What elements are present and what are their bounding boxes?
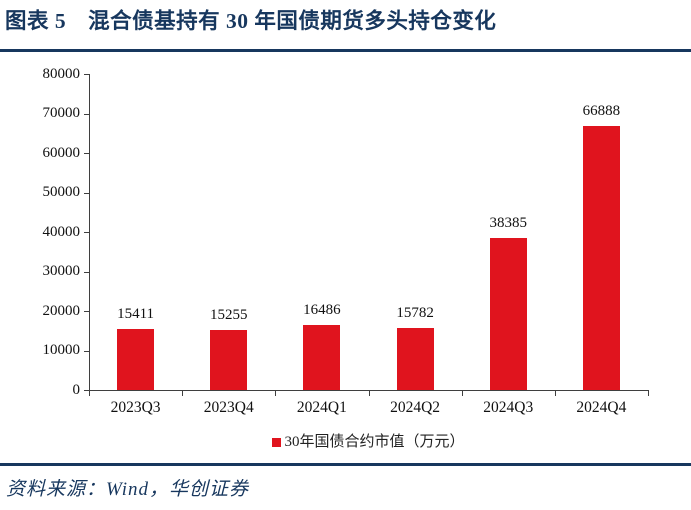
bar-value-label: 15782	[396, 304, 434, 321]
chart-legend: 30年国债合约市值（万元）	[89, 433, 648, 451]
x-axis-category-label: 2024Q2	[390, 399, 441, 416]
bar-chart: 30年国债合约市值（万元） 0 10000 20000 30000 40000 50000…	[0, 56, 691, 456]
bar-2024Q3	[489, 238, 527, 390]
bar-value-label: 15411	[117, 306, 155, 323]
bar-2023Q4	[210, 329, 248, 390]
x-axis-tick-mark	[648, 391, 649, 396]
x-axis-tick-mark	[554, 391, 556, 396]
bar-value-label: 15255	[210, 306, 248, 323]
y-axis-tick-mark	[84, 232, 89, 233]
footer-rule	[0, 463, 691, 466]
y-axis-tick-label: 40000	[42, 223, 81, 240]
x-axis-tick-mark	[182, 391, 184, 396]
legend-marker-square	[272, 437, 282, 447]
y-axis-tick-mark	[84, 192, 89, 194]
y-axis-tick-mark	[84, 113, 89, 115]
x-axis-category-label: 2024Q3	[483, 399, 534, 416]
bar-2024Q2	[396, 327, 434, 390]
y-axis-tick-label: 10000	[42, 342, 81, 358]
y-axis-tick-mark	[84, 390, 89, 391]
x-axis-tick-mark	[275, 391, 277, 396]
x-axis-category-label: 2023Q4	[203, 399, 254, 416]
legend-label: 30年国债合约市值（万元）	[284, 434, 465, 450]
y-axis-tick-label: 80000	[42, 65, 81, 82]
y-axis-tick-label: 20000	[42, 302, 81, 319]
bar-value-label: 16486	[303, 301, 341, 318]
x-axis-category-label: 2024Q4	[576, 399, 627, 416]
y-axis-tick-label: 70000	[42, 105, 81, 121]
bar-2024Q4	[582, 125, 620, 390]
page-title: 图表 5 混合债基持有 30 年国债期货多头持仓变化	[5, 9, 497, 33]
bar-value-label: 66888	[582, 102, 621, 119]
y-axis-tick-label: 60000	[42, 144, 81, 161]
y-axis-tick-mark	[84, 74, 89, 75]
y-axis-tick-label: 50000	[42, 184, 81, 200]
title-underline-rule	[0, 49, 691, 52]
y-axis-tick-mark	[84, 350, 89, 352]
y-axis-tick-mark	[84, 311, 89, 312]
x-axis-category-label: 2023Q3	[110, 399, 161, 416]
bar-2024Q1	[303, 324, 341, 390]
x-axis-tick-mark	[461, 391, 463, 396]
y-axis-tick-mark	[84, 271, 89, 273]
source-note: 资料来源：Wind，华创证券	[6, 479, 250, 500]
bar-value-label: 38385	[489, 215, 528, 232]
bar-2023Q3	[117, 329, 155, 390]
y-axis-tick-mark	[84, 153, 89, 154]
x-axis-tick-mark	[89, 391, 90, 396]
y-axis-line	[89, 74, 90, 391]
x-axis-tick-mark	[368, 391, 370, 396]
x-axis-line	[89, 390, 649, 391]
y-axis-tick-label: 0	[72, 381, 81, 398]
y-axis-tick-label: 30000	[42, 263, 81, 279]
x-axis-category-label: 2024Q1	[296, 399, 347, 416]
